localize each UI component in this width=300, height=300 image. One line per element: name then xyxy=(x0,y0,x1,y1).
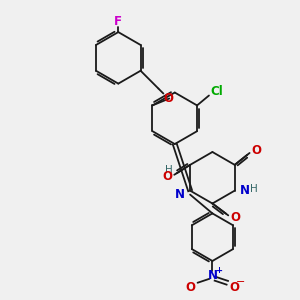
Text: +: + xyxy=(215,266,222,275)
Text: O: O xyxy=(230,211,240,224)
Text: H: H xyxy=(165,165,173,175)
Text: O: O xyxy=(163,92,173,105)
Text: H: H xyxy=(250,184,257,194)
Text: F: F xyxy=(114,15,122,28)
Text: N: N xyxy=(240,184,250,197)
Text: Cl: Cl xyxy=(211,85,223,98)
Text: O: O xyxy=(251,145,262,158)
Text: N: N xyxy=(175,188,185,201)
Text: O: O xyxy=(229,281,239,294)
Text: O: O xyxy=(186,281,196,294)
Text: N: N xyxy=(207,269,218,282)
Text: −: − xyxy=(236,277,245,287)
Text: O: O xyxy=(162,170,172,183)
